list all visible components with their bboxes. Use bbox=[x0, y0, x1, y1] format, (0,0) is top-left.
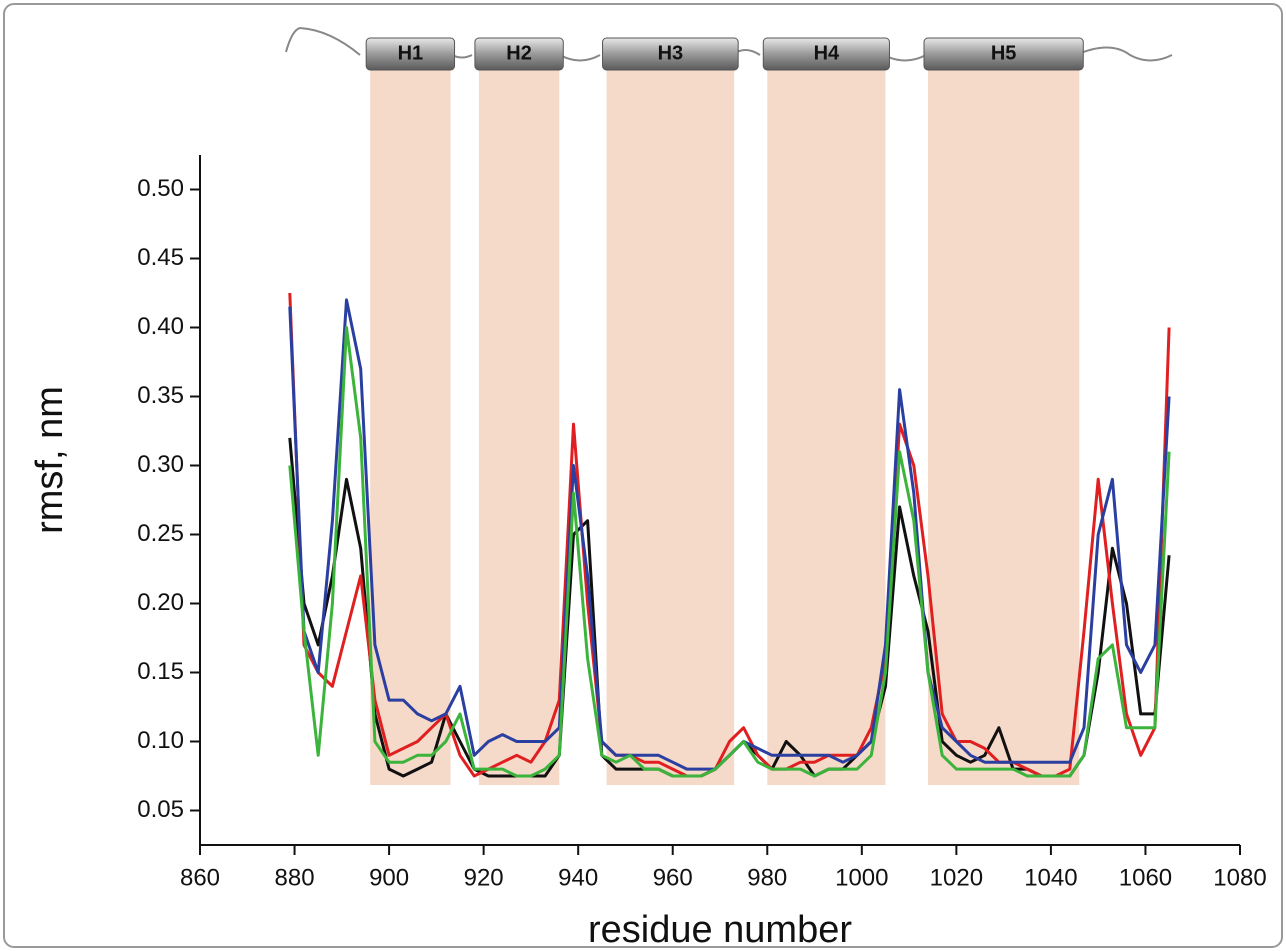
series-line bbox=[288, 326, 1171, 778]
x-tick-label: 860 bbox=[180, 864, 220, 891]
x-tick-label: 880 bbox=[275, 864, 315, 891]
helix-region bbox=[478, 65, 560, 785]
y-tick-label: 0.15 bbox=[137, 658, 184, 685]
helix-region bbox=[370, 65, 451, 785]
helix-cylinder bbox=[762, 37, 890, 71]
x-tick-label: 900 bbox=[369, 864, 409, 891]
helix-cylinder bbox=[602, 37, 739, 71]
x-tick-label: 1040 bbox=[1024, 864, 1077, 891]
helix-cylinder bbox=[923, 37, 1084, 71]
x-tick-label: 1000 bbox=[835, 864, 888, 891]
helix-label: H5 bbox=[991, 42, 1017, 64]
helix-cylinder bbox=[365, 37, 456, 71]
helix-cylinder bbox=[474, 37, 564, 71]
y-tick-label: 0.45 bbox=[137, 244, 184, 271]
x-axis-title: residue number bbox=[588, 909, 852, 951]
y-axis-title: rmsf, nm bbox=[29, 386, 71, 534]
x-tick-label: 1020 bbox=[930, 864, 983, 891]
helix-region bbox=[606, 65, 735, 785]
frame bbox=[3, 3, 1283, 948]
helix-label: H2 bbox=[506, 42, 532, 64]
plot-area: H1 H2 H3 H4 H5 bbox=[365, 37, 1084, 785]
x-tick-label: 920 bbox=[464, 864, 504, 891]
series-line bbox=[288, 292, 1171, 778]
x-tick-label: 940 bbox=[558, 864, 598, 891]
y-tick-label: 0.10 bbox=[137, 727, 184, 754]
helix-label: H4 bbox=[814, 42, 840, 64]
backbone bbox=[285, 26, 1173, 62]
y-tick-label: 0.20 bbox=[137, 589, 184, 616]
helix-label: H1 bbox=[398, 42, 424, 64]
y-tick-label: 0.40 bbox=[137, 313, 184, 340]
y-tick-label: 0.35 bbox=[137, 382, 184, 409]
helix-region bbox=[928, 65, 1080, 785]
y-tick-label: 0.05 bbox=[137, 796, 184, 823]
x-tick-label: 980 bbox=[747, 864, 787, 891]
helix-region bbox=[767, 65, 886, 785]
y-tick-label: 0.30 bbox=[137, 451, 184, 478]
helix-label: H3 bbox=[658, 42, 684, 64]
y-tick-label: 0.50 bbox=[137, 175, 184, 202]
x-tick-label: 960 bbox=[653, 864, 693, 891]
y-tick-label: 0.25 bbox=[137, 520, 184, 547]
x-tick-label: 1080 bbox=[1213, 864, 1266, 891]
x-tick-label: 1060 bbox=[1119, 864, 1172, 891]
